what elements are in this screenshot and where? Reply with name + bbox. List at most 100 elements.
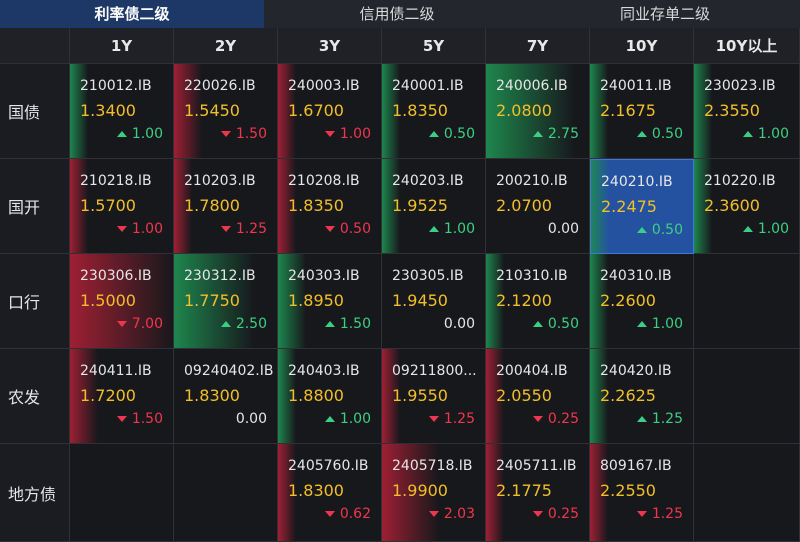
change-bar xyxy=(70,159,88,253)
change-value: 1.50 xyxy=(131,411,163,427)
cell xyxy=(694,254,800,349)
tab[interactable]: 信用债二级 xyxy=(264,0,530,28)
tab[interactable]: 利率债二级 xyxy=(0,0,264,28)
change-bar xyxy=(382,64,400,158)
bond-code: 809167.IB xyxy=(600,458,672,474)
arrow-up xyxy=(636,416,647,422)
change-value: 2.50 xyxy=(235,316,267,332)
cell[interactable]: 210218.IB 1.5700 1.00 xyxy=(70,159,174,254)
cell[interactable]: 230305.IB 1.9450 0.00 xyxy=(382,254,486,349)
change: 1.00 xyxy=(742,126,789,142)
change: 0.00 xyxy=(444,316,475,332)
cell xyxy=(174,444,278,542)
cell[interactable]: 230306.IB 1.5000 7.00 xyxy=(70,254,174,349)
cell[interactable]: 2405711.IB 2.1775 0.25 xyxy=(486,444,590,542)
yield: 2.0700 xyxy=(496,196,552,215)
arrow-up xyxy=(636,227,647,233)
change-value: 7.00 xyxy=(131,316,163,332)
change-value: 0.25 xyxy=(547,411,579,427)
cell[interactable]: 240310.IB 2.2600 1.00 xyxy=(590,254,694,349)
cell[interactable]: 240420.IB 2.2625 1.25 xyxy=(590,349,694,444)
bond-code: 2405718.IB xyxy=(392,458,473,474)
change-bar xyxy=(278,254,307,348)
bond-code: 230305.IB xyxy=(392,268,464,284)
change-bar xyxy=(486,444,504,541)
yield: 1.7750 xyxy=(184,291,240,310)
cell[interactable]: 240006.IB 2.0800 2.75 xyxy=(486,64,590,159)
change-bar xyxy=(382,159,400,253)
bond-code: 240403.IB xyxy=(288,363,360,379)
change: 1.25 xyxy=(428,411,475,427)
yield: 2.2625 xyxy=(600,386,656,405)
cell[interactable]: 200210.IB 2.0700 0.00 xyxy=(486,159,590,254)
arrow-up xyxy=(428,131,439,137)
cell[interactable]: 240203.IB 1.9525 1.00 xyxy=(382,159,486,254)
cell[interactable]: 240411.IB 1.7200 1.50 xyxy=(70,349,174,444)
change-value: 2.03 xyxy=(443,506,475,522)
yield: 1.5450 xyxy=(184,101,240,120)
cell[interactable]: 230312.IB 1.7750 2.50 xyxy=(174,254,278,349)
cell[interactable]: 210310.IB 2.1200 0.50 xyxy=(486,254,590,349)
yield: 2.2550 xyxy=(600,481,656,500)
tab[interactable]: 同业存单二级 xyxy=(530,0,800,28)
change-bar xyxy=(486,254,504,348)
cell[interactable]: 230023.IB 2.3550 1.00 xyxy=(694,64,800,159)
cell[interactable]: 240403.IB 1.8800 1.00 xyxy=(278,349,382,444)
cell[interactable]: 240003.IB 1.6700 1.00 xyxy=(278,64,382,159)
change-value: 0.00 xyxy=(547,221,579,237)
cell[interactable]: 240303.IB 1.8950 1.50 xyxy=(278,254,382,349)
cell[interactable]: 210220.IB 2.3600 1.00 xyxy=(694,159,800,254)
bond-code: 240310.IB xyxy=(600,268,672,284)
cell[interactable]: 210012.IB 1.3400 1.00 xyxy=(70,64,174,159)
cell[interactable]: 09240402.IB 1.8300 0.00 xyxy=(174,349,278,444)
cell[interactable]: 809167.IB 2.2550 1.25 xyxy=(590,444,694,542)
change: 0.50 xyxy=(636,126,683,142)
arrow-down xyxy=(324,226,335,232)
cell[interactable]: 09211800... 1.9550 1.25 xyxy=(382,349,486,444)
change-value: 1.00 xyxy=(339,411,371,427)
change: 1.00 xyxy=(324,126,371,142)
change: 0.00 xyxy=(236,411,267,427)
row-label: 国债 xyxy=(0,64,70,159)
change-value: 0.00 xyxy=(235,411,267,427)
cell xyxy=(694,444,800,542)
yield: 1.7200 xyxy=(80,386,136,405)
change-bar xyxy=(382,444,439,541)
yield: 1.8300 xyxy=(288,481,344,500)
bond-code: 240210.IB xyxy=(601,174,673,190)
change: 1.00 xyxy=(324,411,371,427)
arrow-up xyxy=(220,321,231,327)
change-bar xyxy=(590,444,608,541)
cell[interactable]: 2405718.IB 1.9900 2.03 xyxy=(382,444,486,542)
bond-code: 2405711.IB xyxy=(496,458,577,474)
cell[interactable]: 210208.IB 1.8350 0.50 xyxy=(278,159,382,254)
cell[interactable]: 240011.IB 2.1675 0.50 xyxy=(590,64,694,159)
yield: 2.0800 xyxy=(496,101,552,120)
change-value: 0.50 xyxy=(547,316,579,332)
change: 7.00 xyxy=(116,316,163,332)
change-value: 0.50 xyxy=(443,126,475,142)
yield: 1.9550 xyxy=(392,386,448,405)
change: 0.25 xyxy=(532,506,579,522)
bond-code: 210012.IB xyxy=(80,78,152,94)
change-value: 1.00 xyxy=(651,316,683,332)
row-label: 国开 xyxy=(0,159,70,254)
change-value: 1.50 xyxy=(339,316,371,332)
change-bar xyxy=(174,254,255,348)
arrow-down xyxy=(116,416,127,422)
change-value: 1.00 xyxy=(339,126,371,142)
change-bar xyxy=(278,349,296,443)
yield: 2.1200 xyxy=(496,291,552,310)
cell[interactable]: 210203.IB 1.7800 1.25 xyxy=(174,159,278,254)
arrow-down xyxy=(116,226,127,232)
cell[interactable]: 220026.IB 1.5450 1.50 xyxy=(174,64,278,159)
cell[interactable]: 240210.IB 2.2475 0.50 xyxy=(590,159,694,254)
cell[interactable]: 240001.IB 1.8350 0.50 xyxy=(382,64,486,159)
change: 0.50 xyxy=(532,316,579,332)
column-header: 1Y xyxy=(70,28,174,64)
row-label: 农发 xyxy=(0,349,70,444)
cell[interactable]: 2405760.IB 1.8300 0.62 xyxy=(278,444,382,542)
arrow-up xyxy=(636,131,647,137)
cell[interactable]: 200404.IB 2.0550 0.25 xyxy=(486,349,590,444)
arrow-down xyxy=(428,511,439,517)
